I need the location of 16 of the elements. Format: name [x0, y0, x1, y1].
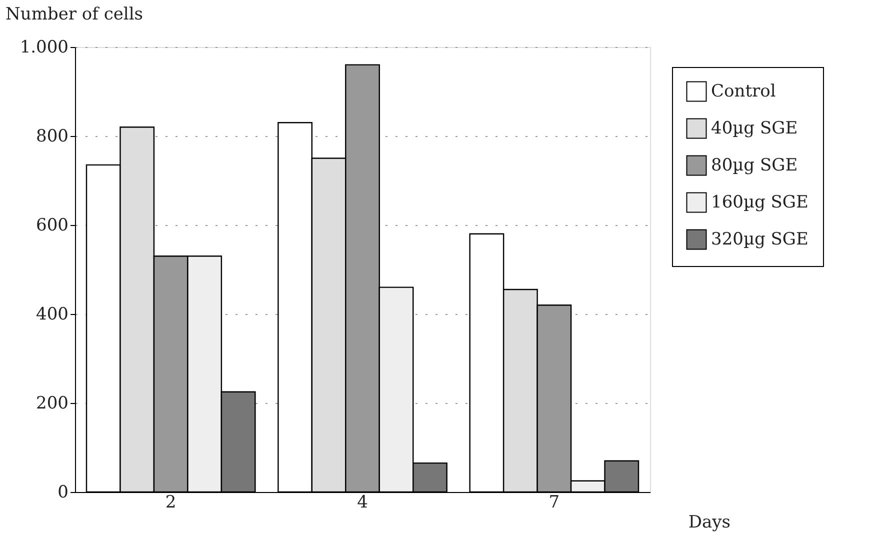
legend-label: 80µg SGE — [711, 156, 798, 176]
y-tick-label: 0 — [58, 482, 68, 502]
y-tick-label: 600 — [36, 216, 68, 236]
y-tick-label: 1.000 — [20, 38, 68, 58]
y-tick-label: 400 — [36, 304, 68, 324]
x-tick-label: 4 — [357, 492, 368, 512]
x-tick-label: 7 — [548, 492, 560, 512]
legend-label: 40µg SGE — [711, 118, 798, 138]
legend-label: 320µg SGE — [711, 230, 808, 250]
y-tick-label: 200 — [36, 394, 68, 414]
y-axis-title: Number of cells — [6, 4, 144, 24]
legend-label: 160µg SGE — [711, 192, 808, 212]
legend-label: Control — [711, 82, 776, 102]
x-tick-label: 2 — [165, 492, 176, 512]
x-axis-title: Days — [688, 512, 730, 532]
y-tick-label: 800 — [36, 126, 68, 146]
